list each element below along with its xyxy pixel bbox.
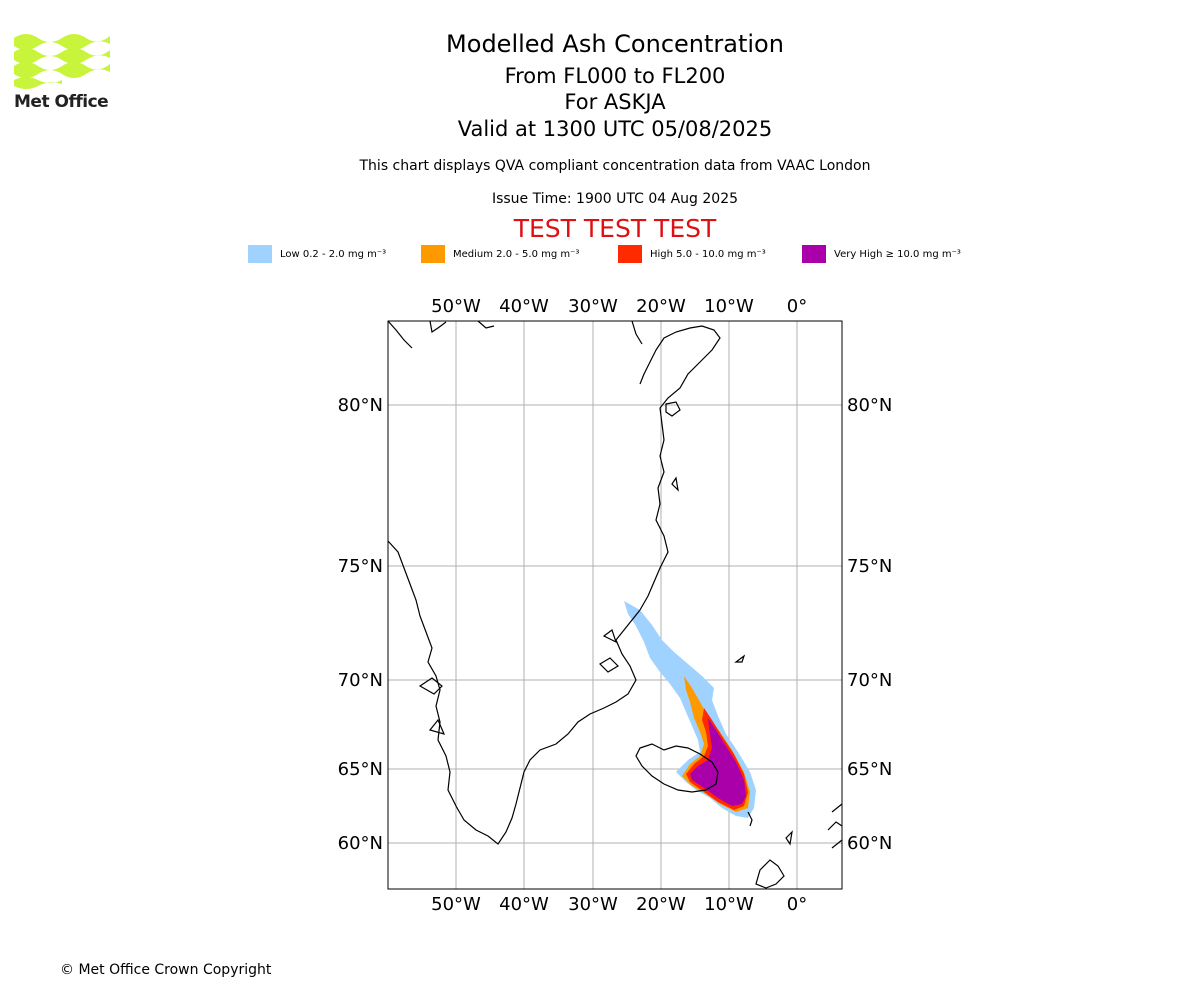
lat-label-left: 60°N — [338, 833, 383, 854]
lon-label-bottom: 40°W — [499, 894, 549, 915]
lat-label-right: 75°N — [847, 556, 892, 577]
lat-label-right: 60°N — [847, 833, 892, 854]
coastline-greenland-islands — [418, 401, 746, 735]
map-gridlines — [388, 321, 842, 889]
lon-label-bottom: 20°W — [636, 894, 686, 915]
legend-swatch-very-high — [802, 245, 826, 263]
met-office-waves-icon — [14, 34, 110, 89]
concentration-legend: Low 0.2 - 2.0 mg m⁻³ Medium 2.0 - 5.0 mg… — [0, 244, 1200, 264]
lon-label-top: 40°W — [499, 296, 549, 317]
coastline-iceland — [635, 743, 719, 793]
issue-time: Issue Time: 1900 UTC 04 Aug 2025 — [491, 191, 739, 207]
lon-label-top: 0° — [787, 296, 807, 317]
lat-label-right: 65°N — [847, 759, 892, 780]
coastlines — [387, 320, 843, 889]
lat-label-right: 80°N — [847, 395, 892, 416]
lon-label-bottom: 10°W — [704, 894, 754, 915]
legend-item-medium: Medium 2.0 - 5.0 mg m⁻³ — [421, 244, 579, 264]
legend-label-medium: Medium 2.0 - 5.0 mg m⁻³ — [453, 248, 580, 260]
chart-subtitle: This chart displays QVA compliant concen… — [359, 158, 871, 174]
ash-plume — [624, 601, 756, 818]
chart-title: Modelled Ash Concentration — [446, 30, 784, 58]
lat-label-left: 70°N — [338, 670, 383, 691]
valid-time: Valid at 1300 UTC 05/08/2025 — [457, 117, 773, 141]
volcano-name: For ASKJA — [564, 90, 666, 114]
legend-swatch-high — [618, 245, 642, 263]
lon-label-bottom: 30°W — [568, 894, 618, 915]
map-frame-background — [388, 321, 842, 889]
legend-item-low: Low 0.2 - 2.0 mg m⁻³ — [248, 244, 386, 264]
legend-label-very-high: Very High ≥ 10.0 mg m⁻³ — [834, 248, 961, 260]
legend-item-high: High 5.0 - 10.0 mg m⁻³ — [618, 244, 766, 264]
coastline-greenland-east — [639, 325, 721, 611]
met-office-logo: Met Office — [14, 30, 110, 112]
tick-labels: 50°W 40°W 30°W 20°W 10°W 0° 50°W 40°W 30… — [338, 296, 893, 915]
test-banner: TEST TEST TEST — [513, 214, 717, 243]
legend-label-high: High 5.0 - 10.0 mg m⁻³ — [650, 248, 766, 260]
map-border — [387, 320, 843, 890]
lon-label-top: 10°W — [704, 296, 754, 317]
legend-swatch-medium — [421, 245, 445, 263]
met-office-logo-text: Met Office — [14, 92, 109, 112]
legend-item-very-high: Very High ≥ 10.0 mg m⁻³ — [802, 244, 961, 264]
coastline-faroe-scotland — [747, 811, 793, 889]
lat-label-right: 70°N — [847, 670, 892, 691]
coastline-greenland-north — [387, 320, 643, 349]
lon-label-top: 50°W — [431, 296, 481, 317]
lon-label-top: 30°W — [568, 296, 618, 317]
coastline-norway — [827, 803, 843, 849]
ash-very-high-layer — [690, 718, 746, 806]
coastline-greenland-west — [387, 540, 641, 845]
lat-label-left: 80°N — [338, 395, 383, 416]
lon-label-bottom: 0° — [787, 894, 807, 915]
legend-label-low: Low 0.2 - 2.0 mg m⁻³ — [280, 248, 387, 260]
copyright-notice: © Met Office Crown Copyright — [60, 962, 272, 978]
lat-label-left: 65°N — [338, 759, 383, 780]
flight-levels: From FL000 to FL200 — [504, 64, 726, 88]
lon-label-bottom: 50°W — [431, 894, 481, 915]
lon-label-top: 20°W — [636, 296, 686, 317]
lat-label-left: 75°N — [338, 556, 383, 577]
legend-swatch-low — [248, 245, 272, 263]
ash-map: 50°W 40°W 30°W 20°W 10°W 0° 50°W 40°W 30… — [338, 296, 893, 915]
